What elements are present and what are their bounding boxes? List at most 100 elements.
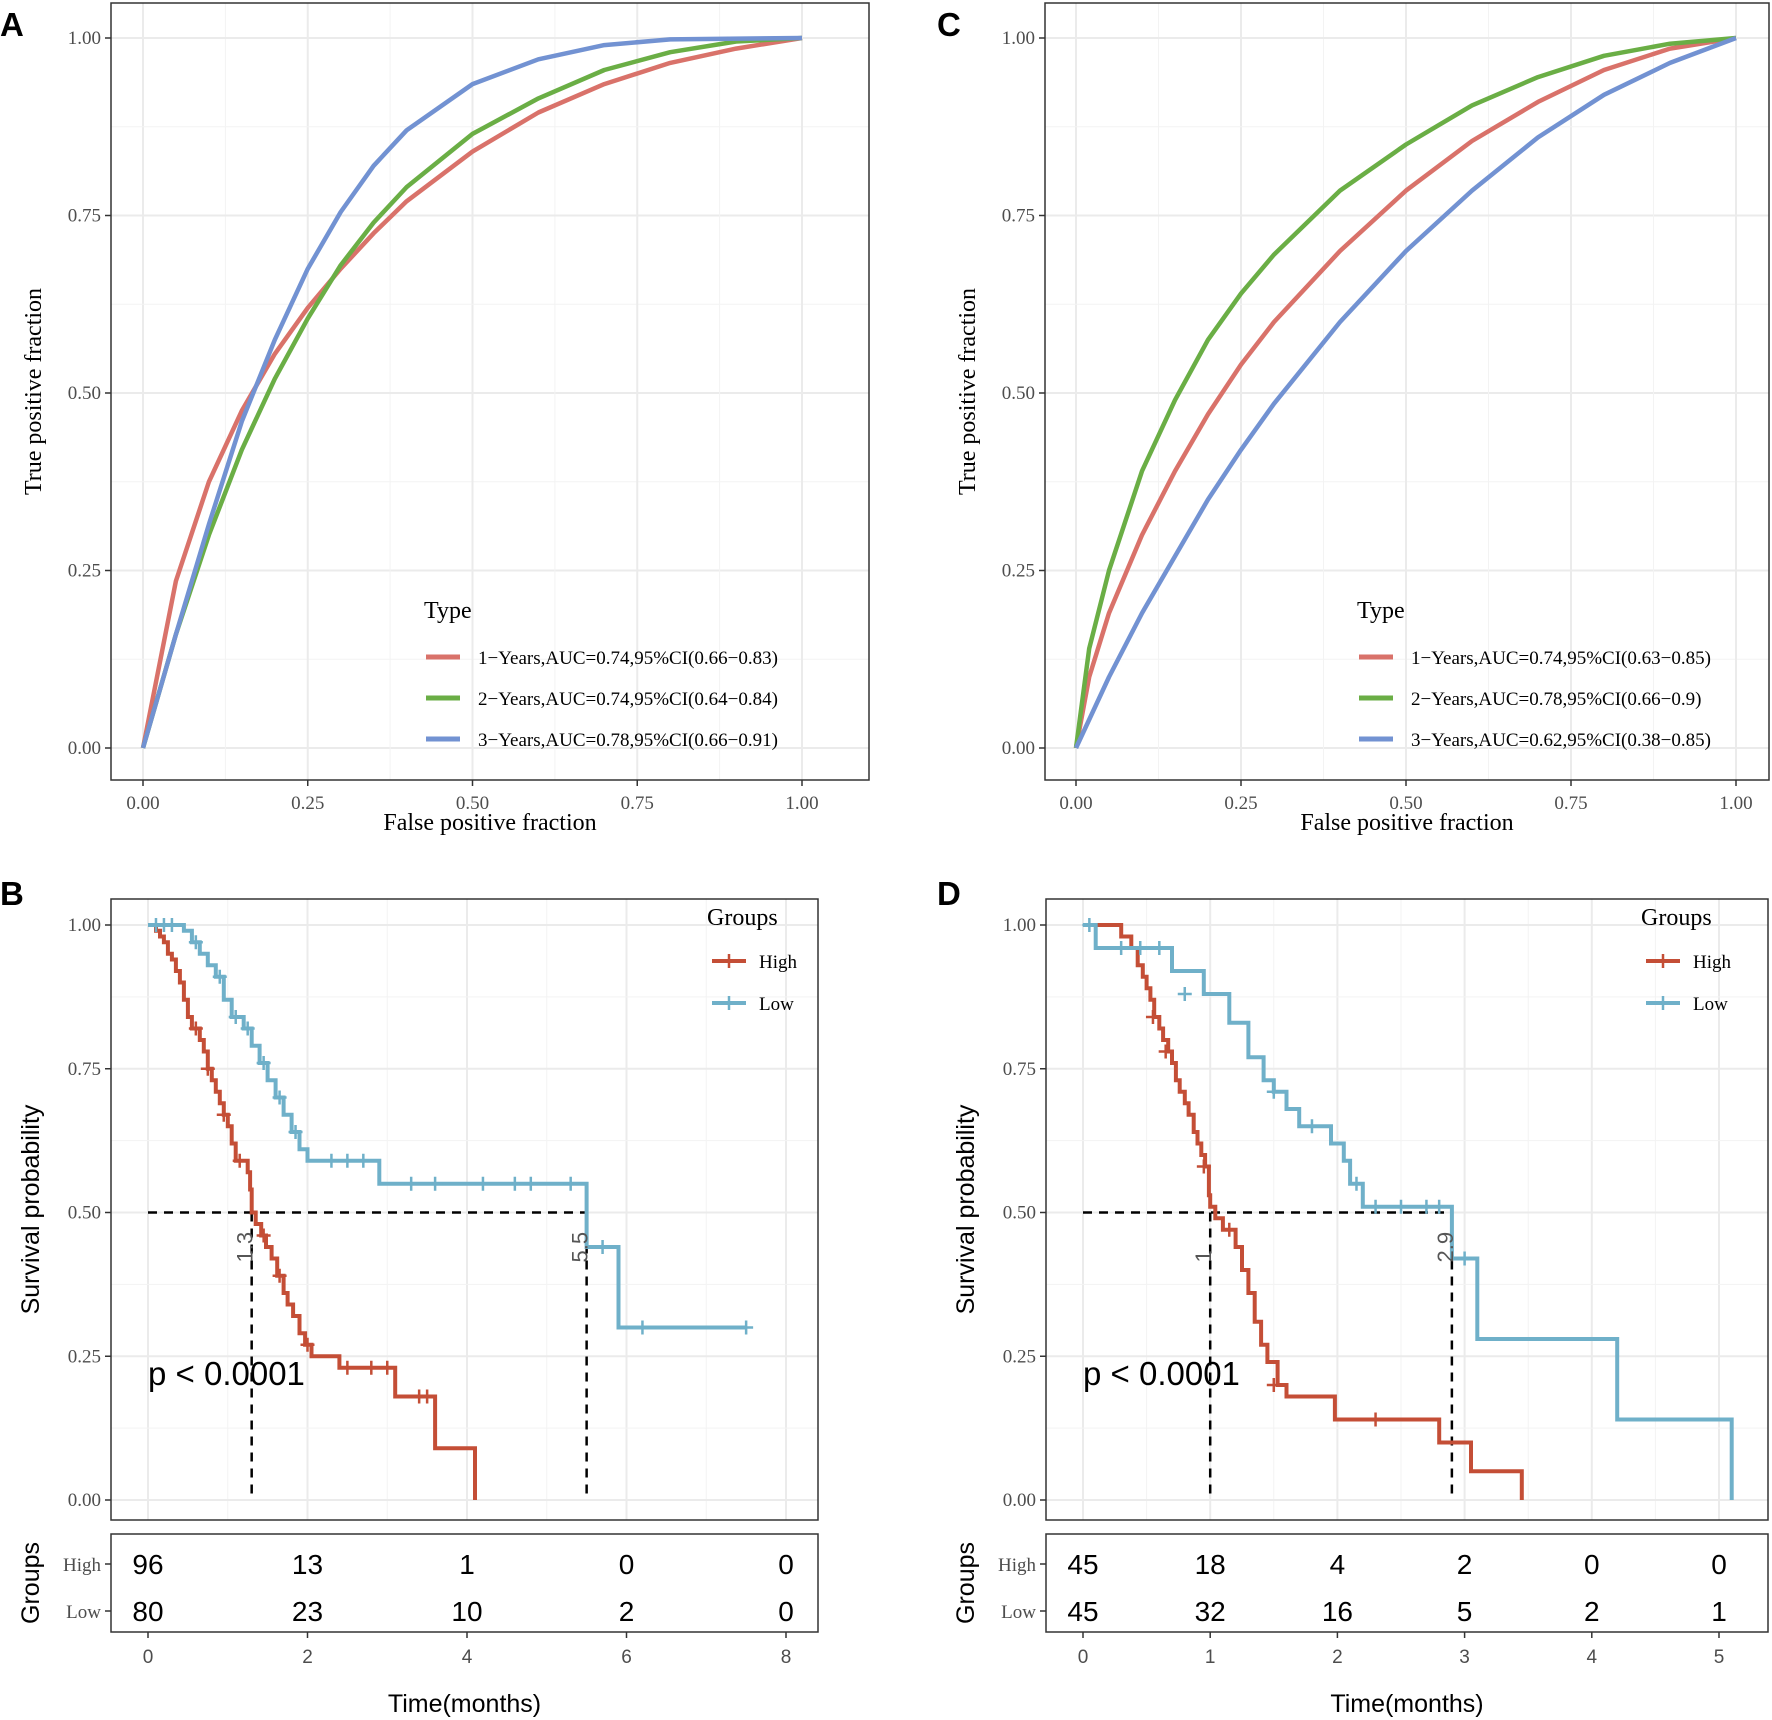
km-curve-high: [148, 923, 477, 1500]
legend-title: Groups: [707, 905, 778, 931]
risk-count-low: 0: [778, 1596, 794, 1627]
risk-count-high: 0: [619, 1549, 635, 1580]
x-tick-label: 2: [1332, 1647, 1343, 1668]
x-tick-label: 4: [462, 1647, 473, 1668]
median-label-1: 1.3: [233, 1232, 258, 1263]
y-tick-label: 0.50: [68, 383, 101, 404]
x-tick-label: 3: [1459, 1647, 1470, 1668]
censor-mark-low: [164, 918, 179, 932]
x-tick-label: 1.00: [1719, 793, 1752, 814]
censor-mark-high: [300, 1337, 315, 1352]
x-tick-label: 0: [1078, 1647, 1089, 1668]
censor-mark-high: [200, 1061, 215, 1076]
x-tick-label: 6: [621, 1647, 632, 1668]
censor-mark-high: [216, 1107, 231, 1122]
x-tick-label: 0.75: [1554, 793, 1587, 814]
legend-label-2: 2−Years,AUC=0.78,95%CI(0.66−0.9): [1411, 689, 1701, 710]
censor-mark-high: [272, 1268, 287, 1283]
risk-count-high: 13: [292, 1549, 323, 1580]
risk-count-low: 2: [619, 1596, 635, 1627]
censor-mark-low: [1457, 1251, 1472, 1266]
y-axis-title: Survival probability: [952, 1104, 980, 1314]
x-tick-label: 0: [143, 1647, 154, 1668]
risk-count-low: 5: [1457, 1596, 1473, 1627]
censor-mark-low: [1368, 1199, 1383, 1214]
legend-label-1: 1−Years,AUC=0.74,95%CI(0.66−0.83): [478, 648, 778, 669]
censor-mark-low: [1152, 941, 1167, 955]
x-tick-label: 0.25: [1224, 793, 1257, 814]
x-tick-label: 1.00: [785, 793, 818, 814]
km-panel-B: 1.3 5.5 p < 0.0001 0.00 0.25 0.50 0.75 1.00 Surv…: [0, 875, 819, 1718]
y-tick-label: 0.50: [68, 1203, 101, 1224]
roc-curve-2: [1073, 35, 1737, 749]
x-tick-label: 0.00: [1059, 793, 1092, 814]
censor-mark-low: [595, 1240, 610, 1254]
risk-row-label-low: Low: [1001, 1602, 1036, 1623]
risk-count-high: 2: [1457, 1549, 1473, 1580]
censor-mark-low: [523, 1176, 538, 1191]
censor-mark-high: [256, 1228, 271, 1243]
roc-curve-2: [140, 35, 803, 749]
censor-mark-high: [1368, 1412, 1383, 1427]
roc-panel-C: 0.00 0.25 0.50 0.75 1.00 0.00 0.25 0.50 0.75 1.00…: [937, 2, 1770, 836]
x-axis-title: False positive fraction: [1300, 810, 1513, 836]
y-tick-label: 0.75: [1002, 206, 1035, 227]
legend-label-1: 1−Years,AUC=0.74,95%CI(0.63−0.85): [1411, 648, 1711, 669]
censor-mark-low: [1432, 1199, 1447, 1214]
risk-count-high: 0: [1584, 1549, 1600, 1580]
y-tick-label: 1.00: [68, 28, 101, 49]
legend-label-high: High: [759, 952, 798, 973]
roc-curve-3: [140, 35, 803, 749]
censor-mark-high: [1145, 1010, 1160, 1024]
y-axis-title: True positive fraction: [955, 288, 981, 495]
censor-mark-low: [475, 1176, 490, 1191]
censor-mark-low: [1133, 941, 1148, 955]
y-tick-label: 0.75: [68, 206, 101, 227]
y-tick-label: 0.00: [68, 1490, 101, 1511]
legend-label-3: 3−Years,AUC=0.62,95%CI(0.38−0.85): [1411, 730, 1711, 751]
risk-count-low: 1: [1711, 1596, 1727, 1627]
legend-title: Groups: [1641, 905, 1712, 931]
y-tick-label: 0.75: [68, 1059, 101, 1080]
legend-label-high: High: [1693, 952, 1732, 973]
censor-mark-low: [1114, 941, 1129, 955]
censor-mark-high: [340, 1360, 355, 1375]
y-tick-label: 0.50: [1003, 1203, 1036, 1224]
censor-mark-low: [212, 969, 227, 984]
y-tick-label: 1.00: [1003, 915, 1036, 936]
risk-count-high: 0: [778, 1549, 794, 1580]
x-tick-label: 5: [1714, 1647, 1725, 1668]
risk-count-high: 96: [132, 1549, 163, 1580]
censor-mark-low: [272, 1090, 287, 1105]
roc-curve-1: [140, 35, 803, 749]
x-axis-title: Time(months): [388, 1690, 541, 1718]
y-tick-label: 0.00: [68, 738, 101, 759]
censor-mark-low: [1419, 1199, 1434, 1214]
censor-mark-high: [1196, 1159, 1211, 1174]
censor-mark-low: [240, 1021, 255, 1036]
km-panel-D: 1 2.9 p < 0.0001 0.00 0.25 0.50 0.75 1.00 Surviv…: [937, 875, 1769, 1718]
panel-border: [1044, 2, 1770, 781]
censor-mark-low: [428, 1176, 443, 1191]
censor-mark-low: [1266, 1084, 1281, 1099]
censor-mark-low: [635, 1320, 650, 1335]
censor-mark-low: [507, 1176, 522, 1191]
y-tick-label: 0.50: [1002, 383, 1035, 404]
panel-letter: A: [0, 6, 24, 43]
km-curve-low: [148, 923, 747, 1330]
roc-curve-1: [1073, 35, 1737, 749]
panel-letter: B: [0, 875, 24, 912]
censor-mark-high: [188, 1021, 203, 1036]
y-tick-label: 0.25: [1002, 561, 1035, 582]
censor-mark-low: [288, 1125, 303, 1139]
y-tick-label: 0.25: [68, 1346, 101, 1367]
risk-count-high: 45: [1067, 1549, 1098, 1580]
x-tick-label: 0.50: [456, 793, 489, 814]
censor-mark-high: [1222, 1222, 1237, 1237]
censor-mark-low: [1304, 1119, 1319, 1134]
y-tick-label: 1.00: [1002, 28, 1035, 49]
censor-mark-low: [188, 935, 203, 950]
censor-mark-high: [420, 1389, 435, 1404]
censor-mark-high: [380, 1360, 395, 1375]
